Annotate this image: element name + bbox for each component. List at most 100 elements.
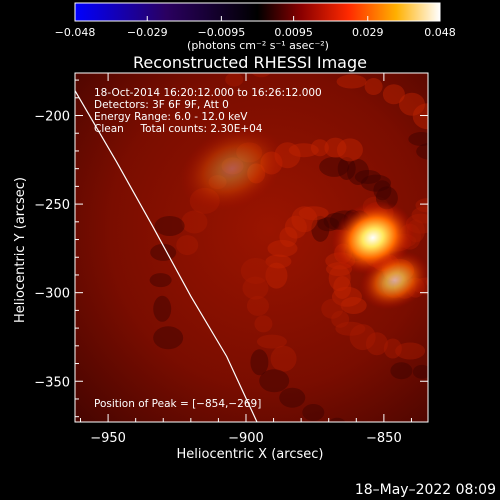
residual-blob xyxy=(416,143,428,160)
residual-blob xyxy=(270,345,297,372)
residual-blob xyxy=(415,198,428,213)
residual-blob xyxy=(251,73,271,78)
x-tick-label: −950 xyxy=(90,431,126,446)
residual-blob xyxy=(328,265,351,292)
residual-blob xyxy=(360,446,378,469)
residual-blob xyxy=(333,275,352,299)
residual-blob xyxy=(181,210,208,234)
colorbar-unit-label: (photons cm⁻² s⁻¹ asec⁻²) xyxy=(187,39,329,52)
annotation-detectors: Detectors: 3F 6F 9F, Att 0 xyxy=(94,99,229,111)
residual-blob xyxy=(398,92,425,116)
residual-blob xyxy=(259,369,290,393)
residual-blob xyxy=(373,180,392,201)
residual-blob xyxy=(242,276,269,300)
residual-blob xyxy=(365,332,388,356)
residual-blob xyxy=(412,103,428,130)
residual-blob xyxy=(329,436,351,462)
annotation-block: 18-Oct-2014 16:20:12.000 to 16:26:12.000… xyxy=(94,87,322,135)
residual-blob xyxy=(153,295,172,322)
x-tick-label: −850 xyxy=(366,431,402,446)
residual-blob xyxy=(154,215,185,236)
residual-blob xyxy=(321,298,344,319)
residual-blob xyxy=(428,357,458,383)
residual-blob xyxy=(349,324,376,351)
clean-residual-pattern xyxy=(149,54,500,469)
residual-blob xyxy=(408,132,428,147)
residual-blob xyxy=(298,206,329,221)
residual-blob xyxy=(433,178,459,204)
residual-blob xyxy=(335,321,366,336)
residual-blob xyxy=(487,251,500,268)
residual-blob xyxy=(284,215,307,239)
residual-blob xyxy=(324,137,347,158)
residual-blob xyxy=(328,417,346,422)
residual-blob xyxy=(492,54,500,71)
chart-title: Reconstructed RHESSI Image xyxy=(133,53,367,72)
residual-blob xyxy=(337,157,356,181)
residual-blob xyxy=(475,347,497,367)
residual-blob xyxy=(461,273,487,296)
residual-blob xyxy=(364,78,383,96)
residual-blob xyxy=(153,326,184,350)
residual-blob xyxy=(474,263,496,283)
residual-blob xyxy=(340,297,367,315)
residual-blob xyxy=(432,166,454,189)
residual-blob xyxy=(267,239,298,257)
colorbar-tick-label: 0.0095 xyxy=(274,26,313,39)
residual-blob xyxy=(383,338,402,359)
colorbar-tick-label: −0.029 xyxy=(127,26,168,39)
residual-blob xyxy=(336,138,363,162)
colorbar xyxy=(74,2,441,22)
plot-frame xyxy=(74,72,429,423)
residual-blob xyxy=(246,295,269,316)
y-axis-label: Heliocentric Y (arcsec) xyxy=(13,177,28,323)
solar-limb-line xyxy=(75,90,258,422)
colorbar-tick-label: 0.048 xyxy=(424,26,456,39)
annotation-clean-counts: Clean Total counts: 2.30E+04 xyxy=(94,123,263,135)
residual-blob xyxy=(291,206,318,233)
colorbar-ticks: −0.048 −0.029 −0.0095 0.0095 0.029 0.048 xyxy=(55,16,456,39)
residual-blob xyxy=(240,257,271,284)
residual-blob xyxy=(361,174,392,192)
residual-blob xyxy=(446,280,476,306)
emission-sources xyxy=(180,126,428,310)
annotation-time-range: 18-Oct-2014 16:20:12.000 to 16:26:12.000 xyxy=(94,87,322,99)
colorbar-tick-label: −0.0095 xyxy=(198,26,246,39)
residual-blob xyxy=(412,364,428,379)
residual-blob xyxy=(311,215,330,242)
residual-blob xyxy=(317,217,340,232)
y-axis-ticks: −200 −250 −300 −350 xyxy=(34,79,428,418)
y-tick-label: −350 xyxy=(34,375,70,390)
residual-blob xyxy=(429,154,447,174)
residual-blob xyxy=(411,206,428,224)
residual-blob xyxy=(489,237,500,251)
residual-blob xyxy=(347,158,370,185)
y-tick-label: −200 xyxy=(34,110,70,125)
residual-blob xyxy=(279,387,306,408)
residual-blob xyxy=(382,84,405,105)
residual-blob xyxy=(439,264,461,290)
residual-blob xyxy=(331,310,350,328)
x-axis-label: Heliocentric X (arcsec) xyxy=(177,447,324,462)
residual-blob xyxy=(302,403,325,421)
annotation-energy-range: Energy Range: 6.0 - 12.0 keV xyxy=(94,111,248,123)
residual-blob xyxy=(494,362,500,379)
residual-blob xyxy=(435,206,453,223)
residual-blob xyxy=(225,73,244,87)
emission-source xyxy=(180,126,285,211)
residual-blob xyxy=(319,156,350,177)
residual-blob xyxy=(265,262,288,289)
residual-blob xyxy=(250,349,269,376)
residual-blob xyxy=(431,196,461,210)
x-axis-ticks: −950−900−850−800 xyxy=(80,73,412,446)
residual-blob xyxy=(336,74,367,89)
residual-blob xyxy=(176,235,199,256)
residual-blob xyxy=(279,226,298,247)
residual-blob xyxy=(310,139,329,157)
residual-blob xyxy=(149,273,172,288)
footer-date: 18–May–2022 08:09 xyxy=(355,482,496,498)
residual-blob xyxy=(331,286,362,307)
residual-blob xyxy=(425,278,428,287)
peak-position-label: Position of Peak = [−854,−269] xyxy=(94,398,261,410)
